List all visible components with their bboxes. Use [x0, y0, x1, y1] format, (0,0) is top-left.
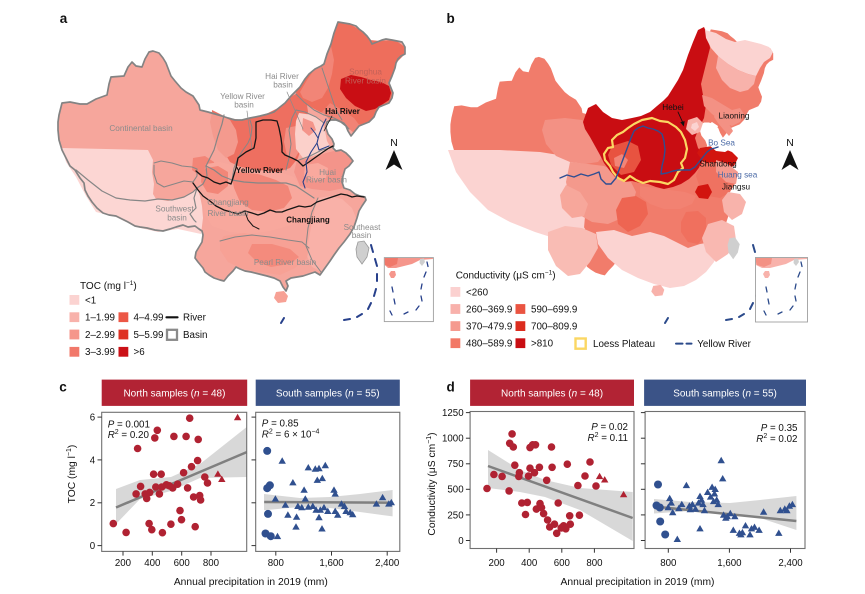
svg-text:1250: 1250 — [442, 408, 464, 419]
svg-text:0: 0 — [90, 541, 96, 552]
svg-text:P = 0.001: P = 0.001 — [108, 420, 150, 431]
svg-text:1–1.99: 1–1.99 — [85, 313, 115, 324]
svg-text:Changjiang: Changjiang — [286, 216, 330, 225]
svg-text:South samples (n = 55): South samples (n = 55) — [673, 388, 777, 399]
svg-text:P = 0.35: P = 0.35 — [761, 423, 798, 434]
svg-text:Songhua: Songhua — [349, 68, 382, 77]
svg-text:N: N — [786, 137, 794, 149]
svg-text:South samples (n = 55): South samples (n = 55) — [276, 388, 380, 399]
svg-text:>810: >810 — [531, 339, 554, 350]
svg-text:400: 400 — [521, 558, 538, 569]
svg-text:800: 800 — [586, 558, 603, 569]
svg-text:<1: <1 — [85, 295, 96, 306]
svg-text:Yellow River: Yellow River — [697, 339, 751, 350]
svg-text:0: 0 — [458, 536, 464, 547]
svg-text:Hebei: Hebei — [662, 103, 684, 112]
svg-text:N: N — [390, 137, 398, 149]
svg-text:basin: basin — [273, 81, 293, 90]
svg-text:TOC (mg l−1): TOC (mg l−1) — [80, 280, 137, 292]
svg-text:R2 = 0.02: R2 = 0.02 — [756, 433, 797, 445]
svg-text:800: 800 — [203, 558, 220, 569]
svg-text:River basin: River basin — [306, 176, 347, 185]
svg-text:Pearl River basin: Pearl River basin — [254, 258, 317, 267]
svg-text:Shandong: Shandong — [699, 160, 737, 169]
svg-text:<260: <260 — [466, 287, 489, 298]
svg-text:4: 4 — [90, 455, 96, 466]
svg-text:Yellow River: Yellow River — [220, 92, 265, 101]
svg-text:Continental basin: Continental basin — [109, 124, 173, 133]
svg-text:200: 200 — [489, 558, 506, 569]
svg-text:1,600: 1,600 — [319, 558, 344, 569]
svg-text:Yellow River: Yellow River — [236, 166, 283, 175]
svg-text:P = 0.85: P = 0.85 — [262, 419, 299, 430]
svg-text:Loess Plateau: Loess Plateau — [593, 339, 655, 350]
svg-text:480–589.9: 480–589.9 — [466, 339, 512, 350]
svg-text:370–479.9: 370–479.9 — [466, 322, 512, 333]
svg-text:Bo Sea: Bo Sea — [708, 139, 735, 148]
svg-text:Hai River: Hai River — [265, 72, 299, 81]
svg-text:c: c — [59, 379, 67, 394]
svg-text:200: 200 — [115, 558, 132, 569]
svg-text:250: 250 — [447, 510, 464, 521]
svg-text:Changjiang: Changjiang — [207, 198, 249, 207]
svg-text:Annual precipitation in 2019 (: Annual precipitation in 2019 (mm) — [561, 577, 715, 588]
svg-text:>6: >6 — [134, 347, 146, 358]
svg-text:1,600: 1,600 — [717, 558, 742, 569]
svg-text:Hai River: Hai River — [325, 107, 360, 116]
svg-text:R2 = 0.20: R2 = 0.20 — [108, 429, 150, 441]
svg-text:Annual precipitation in 2019 (: Annual precipitation in 2019 (mm) — [174, 577, 328, 588]
svg-text:b: b — [447, 11, 455, 26]
svg-text:R2 = 6 × 10−4: R2 = 6 × 10−4 — [262, 428, 320, 440]
svg-text:260–369.9: 260–369.9 — [466, 304, 512, 315]
svg-text:North samples (n = 48): North samples (n = 48) — [123, 388, 225, 399]
svg-text:5–5.99: 5–5.99 — [134, 330, 164, 341]
svg-text:800: 800 — [660, 558, 677, 569]
svg-text:750: 750 — [447, 459, 464, 470]
svg-text:basin: basin — [234, 101, 254, 110]
svg-text:River basin: River basin — [208, 209, 249, 218]
svg-text:700–809.9: 700–809.9 — [531, 322, 577, 333]
svg-text:590–699.9: 590–699.9 — [531, 304, 577, 315]
svg-text:R2 = 0.11: R2 = 0.11 — [588, 432, 629, 444]
svg-text:Southeast: Southeast — [344, 223, 382, 232]
svg-text:800: 800 — [268, 558, 285, 569]
svg-text:4–4.99: 4–4.99 — [134, 313, 164, 324]
svg-text:River basin: River basin — [345, 77, 386, 86]
svg-text:500: 500 — [447, 485, 464, 496]
svg-text:2: 2 — [90, 498, 95, 509]
svg-text:2,400: 2,400 — [375, 558, 400, 569]
svg-text:6: 6 — [90, 413, 95, 424]
svg-text:3–3.99: 3–3.99 — [85, 347, 115, 358]
svg-text:2,400: 2,400 — [778, 558, 803, 569]
svg-text:400: 400 — [144, 558, 161, 569]
svg-text:P = 0.02: P = 0.02 — [591, 422, 628, 433]
svg-text:TOC (mg l−1): TOC (mg l−1) — [66, 445, 78, 504]
svg-text:North samples (n = 48): North samples (n = 48) — [501, 388, 603, 399]
svg-text:2–2.99: 2–2.99 — [85, 330, 115, 341]
svg-text:basin: basin — [352, 231, 372, 240]
svg-text:River: River — [183, 313, 207, 324]
svg-text:Conductivity (μS cm−1): Conductivity (μS cm−1) — [426, 432, 438, 535]
svg-text:1000: 1000 — [442, 434, 464, 445]
svg-text:Huang sea: Huang sea — [718, 171, 758, 180]
svg-text:Basin: Basin — [183, 330, 208, 341]
svg-text:Jiangsu: Jiangsu — [722, 183, 751, 192]
svg-text:d: d — [447, 379, 455, 394]
svg-text:basin: basin — [167, 214, 187, 223]
svg-text:Conductivity (μS cm−1): Conductivity (μS cm−1) — [456, 270, 556, 282]
svg-text:Huai: Huai — [319, 168, 336, 177]
svg-text:600: 600 — [554, 558, 571, 569]
svg-text:Liaoning: Liaoning — [719, 112, 750, 121]
svg-text:600: 600 — [174, 558, 191, 569]
svg-text:Southwest: Southwest — [155, 205, 194, 214]
svg-text:a: a — [60, 11, 68, 26]
